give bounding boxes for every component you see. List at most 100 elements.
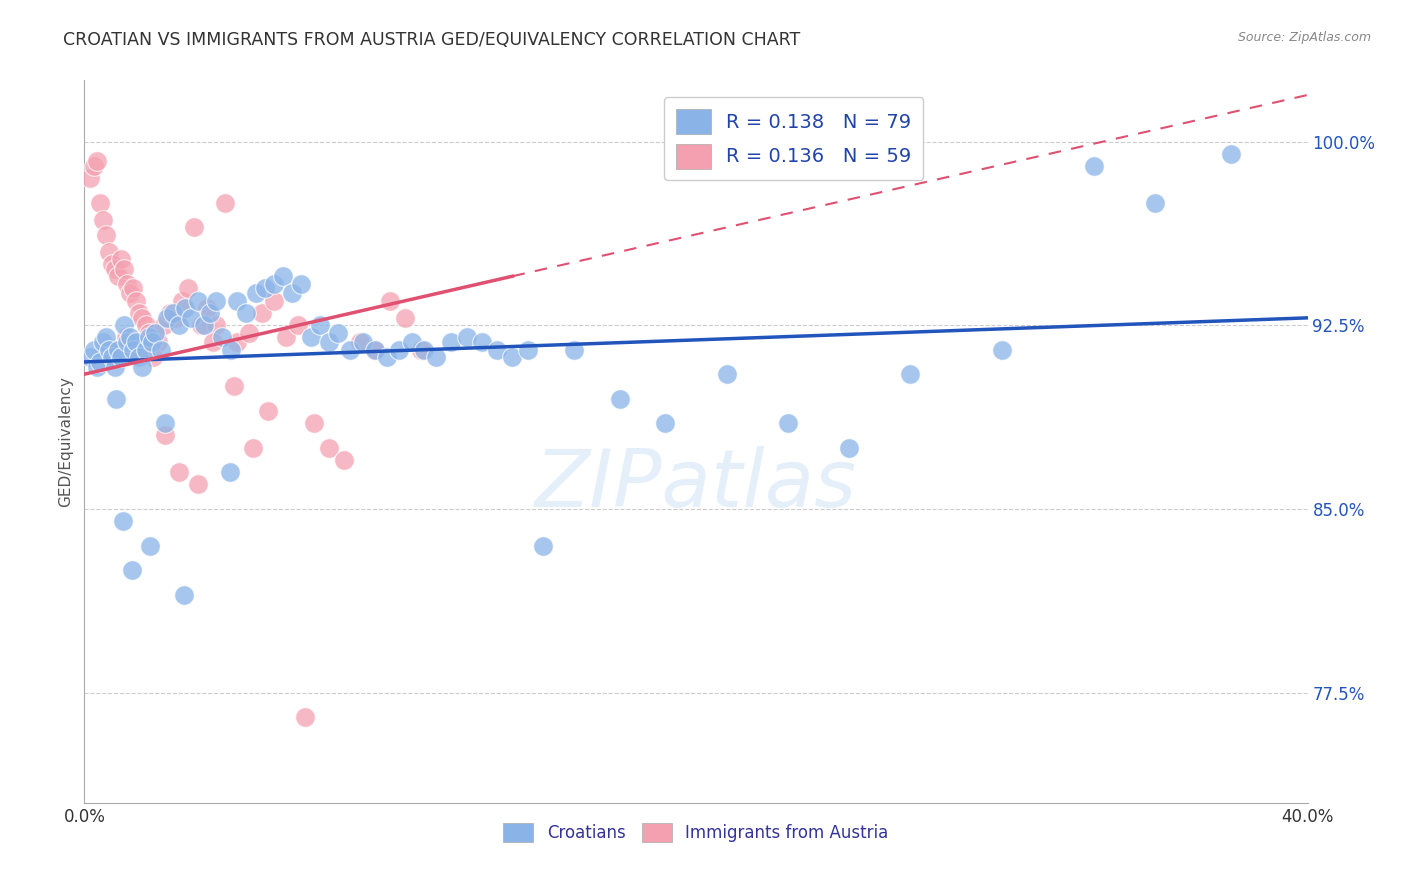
Point [91, 213, 114, 227]
Point [122, 281, 145, 295]
Point [235, 306, 257, 320]
Point [110, 350, 132, 364]
Point [318, 441, 340, 455]
Point [79, 350, 101, 364]
Point [531, 539, 554, 553]
Point [193, 318, 215, 333]
Point [201, 335, 224, 350]
Point [409, 343, 432, 357]
Point [125, 335, 148, 350]
Point [375, 350, 398, 364]
Point [156, 310, 179, 325]
Point [440, 335, 463, 350]
Point [456, 330, 478, 344]
Point [302, 416, 325, 430]
Point [186, 477, 208, 491]
Point [146, 335, 169, 350]
Point [224, 379, 246, 393]
Point [120, 330, 142, 344]
Point [86, 359, 108, 374]
Point [253, 281, 276, 295]
Point [107, 269, 129, 284]
Point [609, 392, 631, 406]
Point [155, 428, 177, 442]
Point [838, 441, 860, 455]
Point [195, 301, 218, 315]
Point [394, 310, 416, 325]
Point [79, 171, 101, 186]
Point [97, 343, 120, 357]
Point [205, 293, 228, 308]
Point [242, 441, 264, 455]
Point [776, 416, 799, 430]
Point [287, 318, 309, 333]
Point [155, 416, 177, 430]
Text: ZIPatlas: ZIPatlas [534, 446, 858, 524]
Point [281, 286, 304, 301]
Point [104, 261, 127, 276]
Point [142, 350, 165, 364]
Point [352, 335, 374, 350]
Point [128, 306, 150, 320]
Point [516, 343, 538, 357]
Point [218, 465, 240, 479]
Point [135, 318, 157, 333]
Point [380, 293, 402, 308]
Legend: Croatians, Immigrants from Austria: Croatians, Immigrants from Austria [496, 816, 896, 848]
Point [425, 350, 447, 364]
Point [177, 281, 200, 295]
Point [1220, 146, 1243, 161]
Point [94, 227, 117, 242]
Point [167, 465, 190, 479]
Point [162, 306, 184, 320]
Point [83, 343, 105, 357]
Point [211, 330, 233, 344]
Point [132, 335, 155, 350]
Point [991, 343, 1014, 357]
Point [263, 277, 285, 291]
Point [159, 306, 181, 320]
Point [112, 318, 135, 333]
Point [190, 318, 212, 333]
Point [333, 453, 356, 467]
Point [245, 286, 267, 301]
Point [271, 269, 294, 284]
Point [562, 343, 585, 357]
Point [219, 343, 242, 357]
Point [120, 286, 142, 301]
Point [388, 343, 411, 357]
Point [101, 257, 124, 271]
Point [124, 343, 146, 357]
Point [115, 335, 138, 350]
Point [125, 293, 148, 308]
Point [121, 563, 143, 577]
Point [654, 416, 676, 430]
Point [174, 301, 197, 315]
Point [1083, 159, 1105, 173]
Point [349, 335, 371, 350]
Point [183, 220, 205, 235]
Point [143, 326, 166, 340]
Point [328, 326, 350, 340]
Point [115, 277, 138, 291]
Point [105, 392, 128, 406]
Point [153, 318, 176, 333]
Point [276, 330, 298, 344]
Point [131, 310, 153, 325]
Point [364, 343, 387, 357]
Point [226, 293, 249, 308]
Point [318, 335, 340, 350]
Point [110, 252, 132, 266]
Point [141, 335, 163, 350]
Point [104, 359, 127, 374]
Point [238, 326, 260, 340]
Point [898, 367, 921, 381]
Point [250, 306, 273, 320]
Text: CROATIAN VS IMMIGRANTS FROM AUSTRIA GED/EQUIVALENCY CORRELATION CHART: CROATIAN VS IMMIGRANTS FROM AUSTRIA GED/… [63, 31, 800, 49]
Point [91, 335, 114, 350]
Point [165, 310, 187, 325]
Point [308, 318, 330, 333]
Point [122, 343, 145, 357]
Point [107, 343, 129, 357]
Point [89, 355, 111, 369]
